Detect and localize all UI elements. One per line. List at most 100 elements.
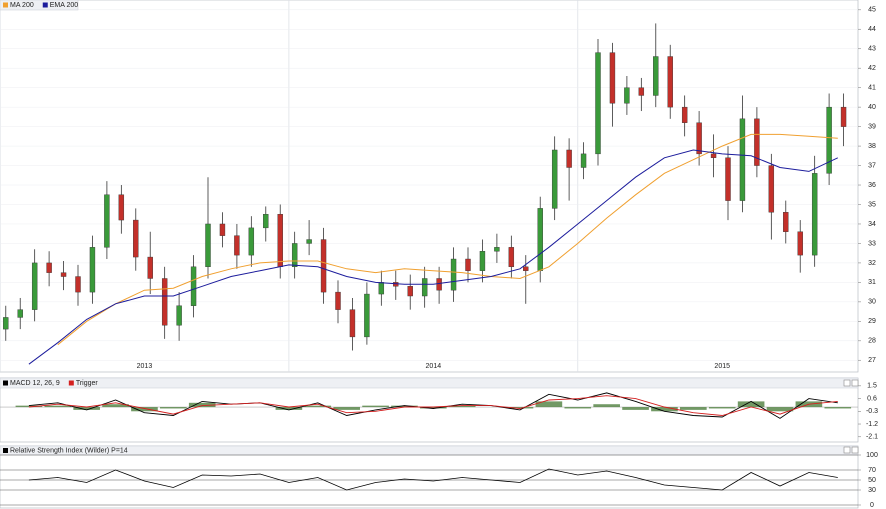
histogram-bar	[44, 405, 72, 408]
candle-body	[595, 52, 601, 155]
legend-label: Relative Strength Index (Wilder) P=14	[10, 447, 128, 454]
legend-label: Trigger	[76, 380, 99, 387]
histogram-bar	[131, 407, 158, 412]
y-tick-label: 100	[866, 452, 878, 459]
histogram-bar	[766, 407, 794, 412]
candle-body	[754, 118, 760, 166]
candle-body	[205, 223, 211, 268]
histogram-bar	[420, 407, 447, 409]
candle-body	[840, 106, 847, 127]
histogram-bar	[304, 405, 332, 408]
candle-body	[783, 212, 789, 232]
candle-body	[811, 173, 818, 256]
candle-body	[508, 247, 515, 268]
rsi-line	[28, 468, 838, 491]
candle-body	[580, 153, 587, 168]
histogram-bar	[188, 402, 216, 408]
y-tick-label: 1.5	[867, 383, 877, 390]
legend-swatch	[3, 448, 8, 453]
histogram-bar	[15, 405, 43, 408]
x-tick-label: 2015	[714, 363, 730, 370]
macd-line	[28, 392, 838, 419]
candle-body	[797, 231, 803, 256]
candle-body	[277, 214, 283, 268]
y-tick-label: 29	[868, 318, 876, 325]
y-tick-label: 50	[868, 477, 876, 484]
y-tick-label: 38	[868, 143, 876, 150]
candle-body	[537, 208, 543, 271]
candle-body	[234, 235, 240, 256]
histogram-bar	[506, 407, 534, 409]
candle-body	[17, 309, 23, 318]
candle-body	[147, 256, 153, 279]
histogram-bar	[102, 404, 129, 408]
candle-body	[523, 266, 529, 271]
panel-button[interactable]	[843, 446, 851, 454]
histogram-bar	[680, 407, 707, 410]
histogram-bar	[593, 404, 620, 408]
legend-label: MACD 12, 26, 9	[10, 380, 60, 387]
y-tick-label: -1.2	[866, 421, 878, 428]
legend-swatch	[42, 2, 48, 8]
candle-body	[133, 219, 139, 258]
candle-body	[46, 262, 52, 273]
y-tick-label: 36	[868, 182, 876, 189]
candle-body	[436, 278, 442, 291]
overlay-line	[57, 133, 838, 346]
candle-body	[263, 214, 269, 229]
y-tick-label: 30	[868, 299, 876, 306]
rsi-panel	[0, 445, 859, 509]
candle-body	[465, 258, 471, 271]
candle-body	[364, 293, 370, 338]
y-tick-label: -2.1	[866, 434, 878, 441]
y-tick-label: 33	[868, 240, 876, 247]
candle-body	[89, 247, 96, 293]
histogram-bar	[535, 401, 563, 408]
candle-body	[306, 239, 312, 244]
histogram-bar	[73, 407, 100, 410]
candle-body	[494, 247, 500, 252]
overlay-line	[28, 149, 839, 365]
panel-button[interactable]	[843, 379, 851, 387]
candle-body	[291, 243, 298, 268]
candle-body	[378, 282, 385, 295]
y-tick-label: 45	[868, 7, 876, 14]
candle-body	[335, 291, 341, 310]
y-tick-label: -0.3	[866, 408, 878, 415]
candle-body	[681, 106, 688, 123]
y-tick-label: 40	[868, 104, 876, 111]
y-tick-label: 34	[868, 221, 876, 228]
y-tick-label: 28	[868, 338, 876, 345]
histogram-bar	[160, 407, 187, 409]
y-tick-label: 35	[868, 201, 876, 208]
candle-body	[104, 194, 110, 248]
panel-button[interactable]	[851, 446, 859, 454]
candle-body	[31, 262, 38, 310]
legend-label: EMA 200	[50, 2, 79, 9]
histogram-bar	[275, 407, 303, 410]
candle-body	[566, 149, 572, 168]
candle-body	[638, 87, 645, 96]
candle-body	[725, 157, 731, 201]
candle-body	[609, 52, 616, 104]
candle-body	[75, 276, 81, 293]
x-tick-label: 2013	[137, 363, 153, 370]
y-tick-label: 43	[868, 46, 876, 53]
legend-box	[0, 0, 79, 11]
y-tick-label: 70	[868, 467, 876, 474]
y-tick-label: 44	[868, 26, 876, 33]
y-tick-label: 41	[868, 85, 876, 92]
y-tick-label: 32	[868, 260, 876, 267]
candle-body	[349, 309, 356, 338]
x-tick-label: 2014	[426, 363, 442, 370]
panel-button[interactable]	[851, 379, 859, 387]
y-tick-label: 0.6	[867, 395, 877, 402]
candle-body	[653, 56, 659, 96]
y-tick-label: 37	[868, 162, 876, 169]
histogram-bar	[564, 407, 592, 409]
candle-body	[118, 194, 125, 221]
y-tick-label: 42	[868, 65, 876, 72]
price-panel	[0, 0, 859, 373]
candle-body	[407, 286, 413, 297]
